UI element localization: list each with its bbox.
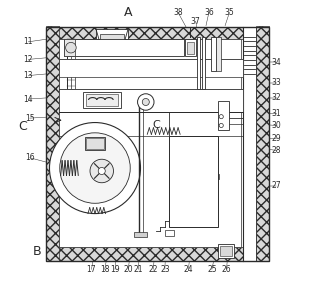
Text: 16: 16 xyxy=(25,153,35,162)
Circle shape xyxy=(138,94,154,110)
Bar xyxy=(46,27,243,39)
Circle shape xyxy=(219,115,223,119)
Bar xyxy=(185,39,196,56)
Text: 31: 31 xyxy=(272,109,281,118)
Bar xyxy=(96,29,128,39)
Bar xyxy=(46,247,269,260)
Text: 18: 18 xyxy=(100,265,109,274)
Bar xyxy=(243,27,256,260)
Text: A: A xyxy=(124,6,132,19)
Text: 38: 38 xyxy=(173,8,183,17)
Text: 13: 13 xyxy=(24,71,33,80)
Text: 23: 23 xyxy=(160,265,170,274)
Text: 28: 28 xyxy=(272,146,281,155)
Circle shape xyxy=(142,99,149,106)
Bar xyxy=(85,137,105,150)
Bar xyxy=(100,34,124,39)
Bar xyxy=(202,173,219,179)
Bar xyxy=(169,136,218,227)
Text: 34: 34 xyxy=(272,58,281,67)
Text: 24: 24 xyxy=(183,265,193,274)
Text: B: B xyxy=(33,245,41,258)
Bar xyxy=(218,243,234,258)
Bar xyxy=(171,221,181,226)
Text: 37: 37 xyxy=(191,17,201,26)
Bar xyxy=(86,94,118,106)
Bar xyxy=(187,42,194,54)
Bar xyxy=(216,37,221,71)
Text: C: C xyxy=(18,120,27,133)
Bar xyxy=(64,39,184,56)
Text: 33: 33 xyxy=(272,78,281,87)
Circle shape xyxy=(90,159,114,183)
Text: 17: 17 xyxy=(87,265,96,274)
Bar xyxy=(59,89,243,112)
Bar xyxy=(202,37,205,89)
Text: C: C xyxy=(152,120,160,130)
Bar xyxy=(59,39,241,247)
Bar xyxy=(165,230,174,236)
Text: 20: 20 xyxy=(123,265,133,274)
Bar xyxy=(197,37,200,89)
Circle shape xyxy=(98,168,105,175)
Bar xyxy=(220,246,232,256)
Bar xyxy=(46,26,59,260)
Bar xyxy=(196,183,212,189)
Circle shape xyxy=(50,122,141,214)
Bar xyxy=(190,192,204,198)
Text: 35: 35 xyxy=(225,8,234,17)
Text: 27: 27 xyxy=(272,181,281,190)
Circle shape xyxy=(219,123,223,127)
Bar xyxy=(256,26,269,260)
Text: 11: 11 xyxy=(24,37,33,46)
Bar xyxy=(59,59,243,77)
Bar xyxy=(83,92,121,108)
Bar xyxy=(46,27,269,260)
Text: 21: 21 xyxy=(134,265,143,274)
Text: 14: 14 xyxy=(24,95,33,104)
Text: 36: 36 xyxy=(204,8,214,17)
Bar xyxy=(134,232,147,237)
Text: 12: 12 xyxy=(24,55,33,64)
Circle shape xyxy=(66,42,76,53)
Text: 15: 15 xyxy=(25,114,35,123)
Bar xyxy=(177,211,189,217)
Text: 29: 29 xyxy=(272,134,281,143)
Text: 32: 32 xyxy=(272,93,281,102)
Text: 25: 25 xyxy=(207,265,217,274)
Bar xyxy=(183,202,197,207)
Bar xyxy=(64,39,75,56)
Text: 30: 30 xyxy=(272,121,281,130)
Text: 26: 26 xyxy=(222,265,231,274)
Bar xyxy=(211,37,216,71)
Circle shape xyxy=(60,133,130,203)
Bar xyxy=(218,101,230,130)
Text: 19: 19 xyxy=(110,265,120,274)
Text: 22: 22 xyxy=(149,265,158,274)
Bar xyxy=(86,138,104,149)
